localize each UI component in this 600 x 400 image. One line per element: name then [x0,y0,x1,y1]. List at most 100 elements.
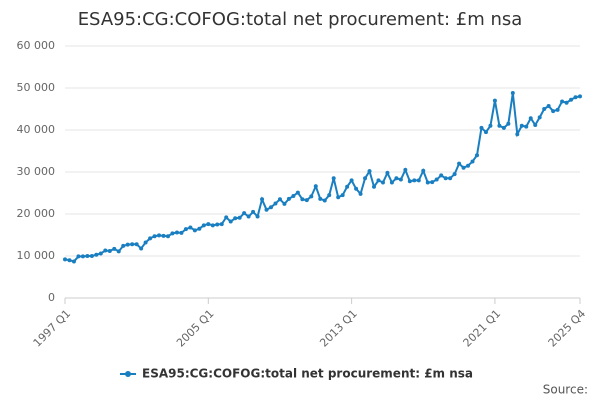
point [537,115,542,120]
point [269,205,273,210]
point [578,94,582,99]
point [506,121,511,126]
point [331,176,336,181]
point [533,122,538,127]
point [555,107,560,112]
point [367,169,372,174]
point [197,226,202,231]
point [67,258,72,263]
point [421,168,426,173]
point [376,178,381,183]
point [295,190,300,195]
point [224,215,229,220]
point [170,231,175,236]
point [300,197,305,202]
chart-title: ESA95:CG:COFOG:total net procurement: £m… [78,9,523,30]
point [528,116,533,121]
point [466,163,471,168]
point [273,201,278,206]
y-tick-label: 50 000 [17,81,56,94]
point [542,107,547,111]
point [157,233,162,238]
point [304,198,309,203]
point [309,194,314,199]
point [510,91,515,96]
point [85,254,90,258]
point [76,254,81,259]
point [121,243,126,248]
x-tick-label: 2025 Q4 [546,307,589,350]
source: Source: [543,383,588,397]
point [389,180,394,185]
point [363,176,368,181]
point [251,209,256,214]
point [89,254,94,258]
point [161,233,166,238]
point [313,184,318,189]
point [336,195,341,200]
point [560,99,565,104]
point [372,184,376,189]
point [394,176,399,181]
point [398,177,403,182]
point [425,180,430,185]
point [139,246,144,251]
point [318,196,323,201]
point [340,193,345,198]
point [416,178,421,183]
point [286,196,291,201]
point [322,198,327,203]
legend-label: ESA95:CG:COFOG:total net procurement: £m… [142,367,473,381]
point [551,109,556,114]
legend-swatch-dot [125,371,131,377]
point [385,170,390,175]
point [107,248,112,253]
point [524,124,529,129]
point [130,242,135,247]
line [64,92,581,263]
point [569,97,574,102]
point [439,173,444,178]
point [497,123,502,128]
point [403,167,408,172]
point [327,193,332,198]
point [103,248,108,253]
y-tick-label: 40 000 [17,123,56,136]
point [407,179,412,184]
point [98,251,103,256]
point [255,214,260,219]
point [291,193,296,198]
y-tick-label: 30 000 [17,165,56,178]
y-tick-label: 10 000 [17,249,56,262]
point [166,234,170,239]
point [71,259,76,264]
point [125,242,130,247]
point [264,207,269,212]
y-tick-label: 0 [48,291,55,304]
point [501,125,506,130]
point [479,125,484,130]
point [192,228,197,233]
x-tick-label: 2021 Q1 [461,307,504,350]
point [94,252,99,257]
point [215,222,220,227]
point [546,104,551,109]
point [412,178,417,183]
y-tick-label: 20 000 [17,207,56,220]
point [188,225,193,230]
point [470,159,475,164]
x-tick-label: 2013 Q1 [317,307,360,350]
point [483,130,488,135]
point [573,95,578,100]
point [152,234,157,239]
point [452,172,457,177]
point [277,197,282,202]
point [80,254,85,259]
point [457,161,462,166]
y-tick-label: 60 000 [17,39,56,52]
point [358,191,363,196]
point [492,98,497,103]
point [380,180,385,185]
point [242,211,247,216]
